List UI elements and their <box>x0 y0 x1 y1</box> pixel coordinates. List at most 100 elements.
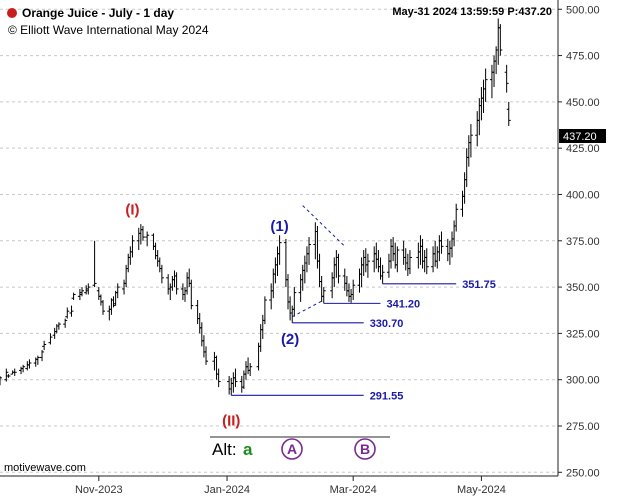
ohlc-bar <box>466 135 471 167</box>
ohlc-bar <box>405 253 410 276</box>
symbol-dot-icon <box>7 8 17 18</box>
x-tick-label: Jan-2024 <box>204 484 250 496</box>
ohlc-bar <box>449 231 454 258</box>
last-price-box <box>559 129 606 143</box>
y-tick-label: 350.00 <box>566 282 600 294</box>
ohlc-bar <box>496 18 501 65</box>
ohlc-bar <box>195 300 200 325</box>
ohlc-bar <box>277 235 282 265</box>
wave-label: (1) <box>270 218 288 235</box>
ohlc-bar <box>418 235 423 265</box>
ohlc-bar <box>483 68 488 102</box>
ohlc-bar <box>302 255 307 284</box>
ohlc-bar <box>351 279 356 301</box>
ohlc-bar <box>109 298 114 315</box>
ohlc-bar <box>389 238 394 269</box>
ohlc-bar <box>344 275 349 297</box>
ohlc-bar <box>424 248 429 275</box>
ohlc-bar <box>380 264 385 284</box>
ohlc-bar <box>229 377 234 396</box>
ohlc-bar <box>130 235 135 258</box>
ohlc-bar <box>248 363 253 376</box>
y-tick-label: 300.00 <box>566 375 600 387</box>
ohlc-bar <box>65 307 70 319</box>
ohlc-bar <box>157 257 162 273</box>
ohlc-bar <box>304 246 309 273</box>
ohlc-bar <box>403 248 408 271</box>
ohlc-bar <box>185 272 190 295</box>
y-tick-label: 500.00 <box>566 4 600 16</box>
ohlc-bar <box>227 375 232 395</box>
ohlc-bar <box>168 283 173 301</box>
ohlc-bar <box>79 287 84 297</box>
ohlc-bar <box>40 350 45 362</box>
alt-wave-B-circle <box>354 438 376 460</box>
level-label: 291.55 <box>370 390 404 402</box>
ohlc-bar <box>187 268 192 288</box>
ohlc-bar <box>204 346 209 365</box>
ohlc-bar <box>363 248 368 273</box>
ohlc-bar <box>25 361 30 371</box>
ohlc-bar <box>199 322 204 347</box>
y-tick-label: 450.00 <box>566 97 600 109</box>
ohlc-bar <box>260 314 265 339</box>
ohlc-bar <box>477 98 482 136</box>
ohlc-bar <box>111 296 116 308</box>
ohlc-bar <box>86 283 91 295</box>
ohlc-bar <box>27 359 32 369</box>
ohlc-bar <box>357 268 362 293</box>
support-levels: 291.55 330.70 341.20 351.75 <box>231 279 496 402</box>
ohlc-bar <box>489 64 494 99</box>
ohlc-bar <box>170 275 175 291</box>
alt-prefix: Alt: <box>212 440 237 459</box>
alt-wave-A-circle <box>281 438 303 460</box>
ohlc-bar <box>492 55 497 88</box>
ohlc-bar <box>48 333 53 345</box>
ohlc-bar <box>498 24 503 56</box>
ohlc-bar <box>98 294 103 306</box>
ohlc-bar <box>138 224 143 245</box>
ohlc-bar <box>346 283 351 302</box>
ohlc-bar <box>506 101 511 126</box>
grid-lines <box>0 8 558 473</box>
ohlc-bar <box>475 111 480 147</box>
alt-wave-B-label: B <box>360 441 370 457</box>
ohlc-bar <box>151 233 156 251</box>
y-tick-label: 275.00 <box>566 421 600 433</box>
brand-watermark: motivewave.com <box>4 462 86 474</box>
ohlc-bar <box>271 268 276 299</box>
ohlc-bar <box>126 253 131 273</box>
ohlc-bar <box>145 231 150 247</box>
ohlc-bar <box>159 264 164 284</box>
ohlc-bar <box>386 253 391 278</box>
ohlc-bar <box>321 287 326 304</box>
wave-label: (2) <box>281 331 299 348</box>
ohlc-bar <box>452 220 457 247</box>
level-label: 341.20 <box>387 298 421 310</box>
wave-annotations: (I) (II) (1) (2) <box>125 201 346 429</box>
ohlc-bar <box>71 292 76 301</box>
ohlc-bar <box>395 246 400 273</box>
ohlc-bar <box>4 368 9 382</box>
ohlc-bar <box>479 87 484 121</box>
ohlc-bar <box>115 283 120 299</box>
ohlc-bar <box>275 246 280 276</box>
ohlc-bar <box>262 296 267 325</box>
ohlc-bar <box>96 287 101 301</box>
ohlc-bar <box>439 231 444 254</box>
channel-line <box>302 205 346 247</box>
ohlc-bar <box>174 272 179 295</box>
ohlc-bar <box>214 355 219 380</box>
ohlc-bar <box>336 253 341 284</box>
ohlc-bar <box>420 238 425 269</box>
ohlc-bar <box>504 64 509 93</box>
ohlc-bar <box>216 368 221 388</box>
ohlc-bar <box>189 279 194 310</box>
ohlc-bar <box>42 340 47 351</box>
copyright-note: © Elliott Wave International May 2024 <box>8 23 209 37</box>
y-tick-label: 375.00 <box>566 236 600 248</box>
y-tick-label: 475.00 <box>566 51 600 63</box>
ohlc-bar <box>292 287 297 317</box>
ohlc-bar <box>172 270 177 288</box>
